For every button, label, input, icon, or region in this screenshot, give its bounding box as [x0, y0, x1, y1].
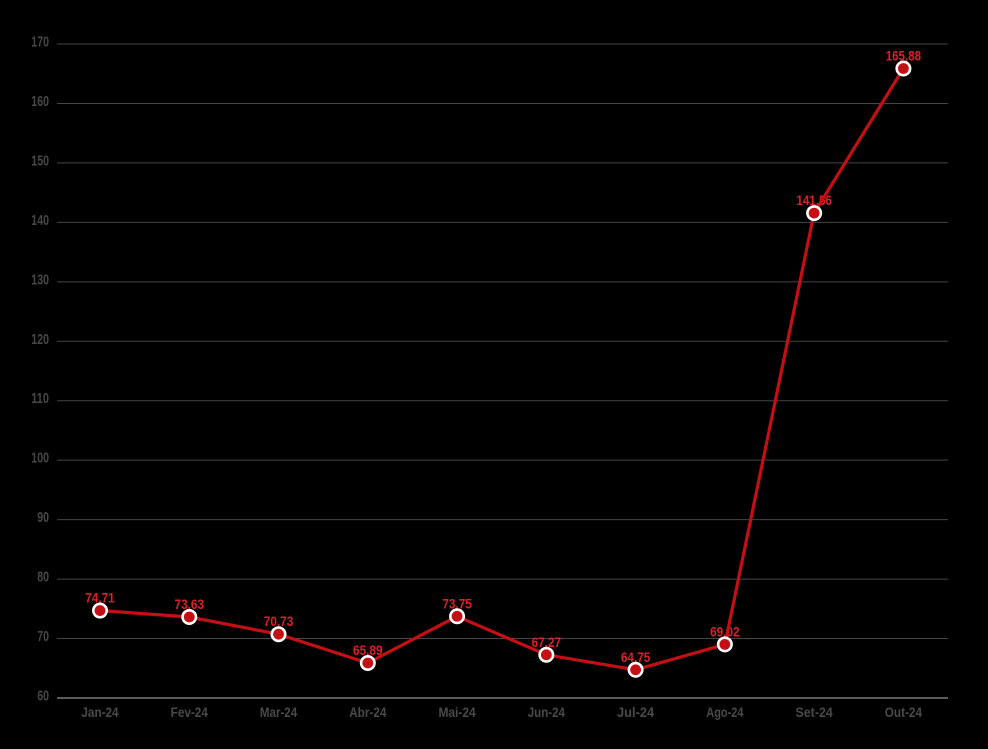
y-tick-label: 70 — [37, 628, 49, 645]
y-tick-label: 120 — [31, 331, 49, 348]
data-point-label: 73,63 — [175, 597, 205, 612]
y-tick-label: 80 — [37, 569, 49, 586]
data-point-marker — [273, 628, 284, 640]
data-point-label: 64,75 — [621, 650, 651, 665]
data-point-label: 74,71 — [85, 591, 115, 606]
x-tick-label: Abr-24 — [349, 705, 387, 720]
y-tick-label: 150 — [31, 152, 49, 169]
data-point-label: 67,27 — [532, 635, 562, 650]
data-point-marker — [183, 611, 195, 623]
point-labels-group: 74,71 73,63 70,73 65,89 73,75 67,27 64,75 69,02… — [85, 48, 921, 664]
data-point-marker — [362, 657, 374, 669]
y-tick-label: 100 — [31, 450, 49, 467]
data-point-label: 69,02 — [710, 624, 740, 639]
y-tick-label: 170 — [31, 34, 49, 51]
x-tick-label: Set-24 — [796, 705, 834, 720]
x-tick-label: Jul-24 — [617, 705, 655, 720]
data-point-marker — [808, 207, 820, 219]
x-tick-label: Jan-24 — [81, 705, 119, 720]
x-tick-label: Ago-24 — [706, 705, 744, 720]
x-tick-label: Out-24 — [885, 705, 923, 720]
data-point-marker — [451, 610, 463, 622]
data-point-marker — [540, 649, 552, 661]
x-axis-labels-group: Jan-24 Fev-24 Mar-24 Abr-24 Mai-24 Jun-24 Jul-… — [81, 705, 922, 720]
y-tick-label: 60 — [37, 688, 49, 705]
series-line — [98, 66, 906, 672]
data-point-marker — [630, 664, 641, 676]
y-tick-label: 160 — [31, 93, 49, 110]
data-point-marker — [94, 605, 106, 616]
data-point-marker — [898, 63, 909, 74]
data-point-marker — [719, 638, 731, 650]
y-tick-label: 140 — [31, 212, 49, 229]
data-point-label: 65,89 — [353, 643, 383, 658]
data-point-label: 73,75 — [442, 596, 472, 611]
y-tick-label: 90 — [37, 509, 49, 526]
y-axis-labels-group: 60 70 80 90 100 110 120 130 140 150 160 170 — [31, 34, 49, 705]
x-tick-label: Mar-24 — [260, 705, 298, 720]
gridlines-group — [57, 43, 948, 699]
x-tick-label: Mai-24 — [438, 705, 476, 720]
data-point-label: 165,88 — [886, 48, 922, 63]
x-tick-label: Jun-24 — [528, 705, 566, 720]
y-tick-label: 130 — [31, 271, 49, 288]
markers-group — [92, 60, 912, 678]
data-point-label: 70,73 — [264, 614, 294, 629]
y-tick-label: 110 — [31, 390, 49, 407]
x-tick-label: Fev-24 — [171, 705, 209, 720]
